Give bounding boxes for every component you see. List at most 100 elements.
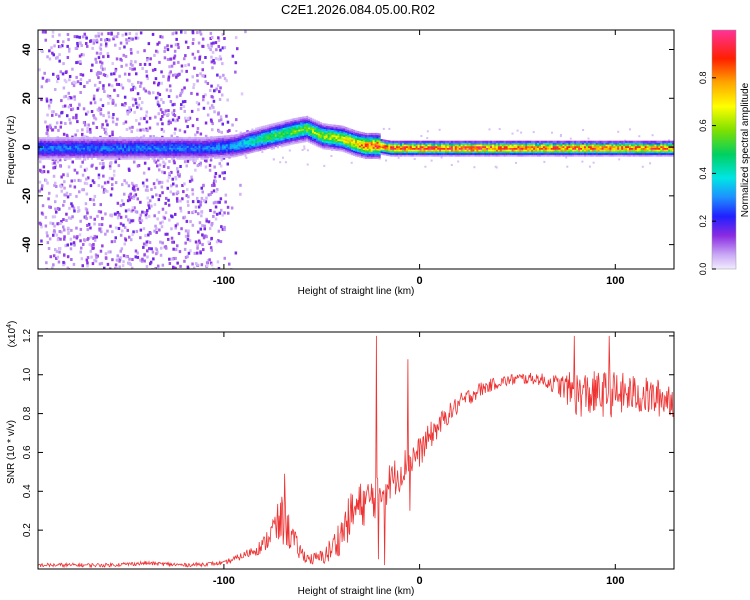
ridge-cell [462,149,465,152]
ridge-cell [429,151,432,154]
ridge-cell [155,142,158,145]
ridge-cell [349,140,352,143]
ridge-cell [327,134,330,137]
ridge-cell [443,144,446,147]
ridge-cell [331,141,334,144]
ridge-cell [73,154,76,157]
ridge-cell [362,134,365,137]
ridge-cell [51,149,54,152]
ridge-cell [529,154,532,157]
noise-cell [89,226,92,230]
ridge-cell [388,148,391,152]
noise-cell [86,261,89,265]
noise-cell [208,227,212,231]
ridge-cell [325,142,328,145]
noise-cell [43,71,46,75]
ridge-cell [210,155,213,158]
ridge-cell [415,145,418,148]
ridge-cell [456,149,459,152]
ridge-cell [202,149,205,152]
ridge-cell [300,128,303,131]
ridge-cell [468,151,471,154]
ridge-cell [445,145,448,148]
ridge-cell [517,144,520,147]
ridge-cell [208,150,211,153]
ridge-cell [308,139,311,142]
ridge-cell [548,154,551,157]
noise-cell [65,212,68,216]
noise-cell [173,114,177,118]
ridge-cell [521,152,524,155]
ridge-cell [306,138,309,141]
ridge-cell [200,157,203,160]
ridge-cell [124,157,127,160]
noise-cell [62,218,65,222]
noise-cell [68,206,71,210]
ridge-cell [188,149,191,152]
noise-cell [569,137,572,140]
ridge-cell [558,152,561,155]
ridge-cell [81,142,84,145]
ridge-cell [214,156,217,159]
ridge-cell [360,140,364,143]
ridge-cell [405,152,409,155]
noise-cell [105,42,108,46]
ridge-cell [108,154,111,157]
ridge-cell [488,142,491,145]
ridge-cell [249,144,252,147]
ridge-cell [533,154,536,157]
noise-cell [208,168,212,172]
noise-cell [214,57,218,60]
noise-cell [69,193,72,196]
ridge-cell [464,140,467,143]
ridge-cell [173,147,176,150]
ridge-cell [267,126,270,129]
ridge-cell [396,152,399,155]
ridge-cell [353,136,356,139]
noise-cell [54,181,57,185]
ridge-cell [153,147,156,150]
noise-cell [166,179,169,183]
ridge-cell [319,135,322,139]
ridge-cell [546,142,549,145]
ridge-cell [267,136,270,139]
ridge-cell [184,140,187,143]
ridge-cell [159,147,162,150]
ridge-cell [503,149,506,152]
ridge-cell [49,143,52,147]
ridge-cell [398,151,401,154]
ridge-cell [63,150,66,153]
ridge-cell [298,117,301,120]
ridge-cell [137,155,140,158]
ridge-cell [345,132,348,135]
ridge-cell [143,154,146,157]
ridge-cell [51,154,54,157]
ridge-cell [161,140,164,143]
noise-cell [170,170,173,174]
ridge-cell [65,145,68,148]
ridge-cell [71,149,74,152]
ridge-cell [454,140,457,143]
ridge-cell [304,138,307,141]
noise-cell [197,205,201,209]
ridge-cell [372,156,375,159]
ridge-cell [40,143,43,147]
ridge-cell [145,155,148,158]
ridge-cell [100,147,103,150]
ridge-cell [265,131,268,135]
ridge-cell [540,140,544,143]
noise-cell [167,120,171,124]
ridge-cell [196,152,199,155]
ridge-cell [202,157,205,160]
ridge-cell [470,145,473,148]
noise-cell [89,197,92,201]
noise-cell [114,43,117,47]
noise-cell [131,67,134,71]
ridge-cell [270,127,274,130]
noise-cell [136,92,140,96]
ridge-cell [276,137,279,140]
ridge-cell [55,147,58,150]
ridge-cell [214,148,217,151]
noise-cell [350,161,353,164]
noise-cell [174,177,178,181]
